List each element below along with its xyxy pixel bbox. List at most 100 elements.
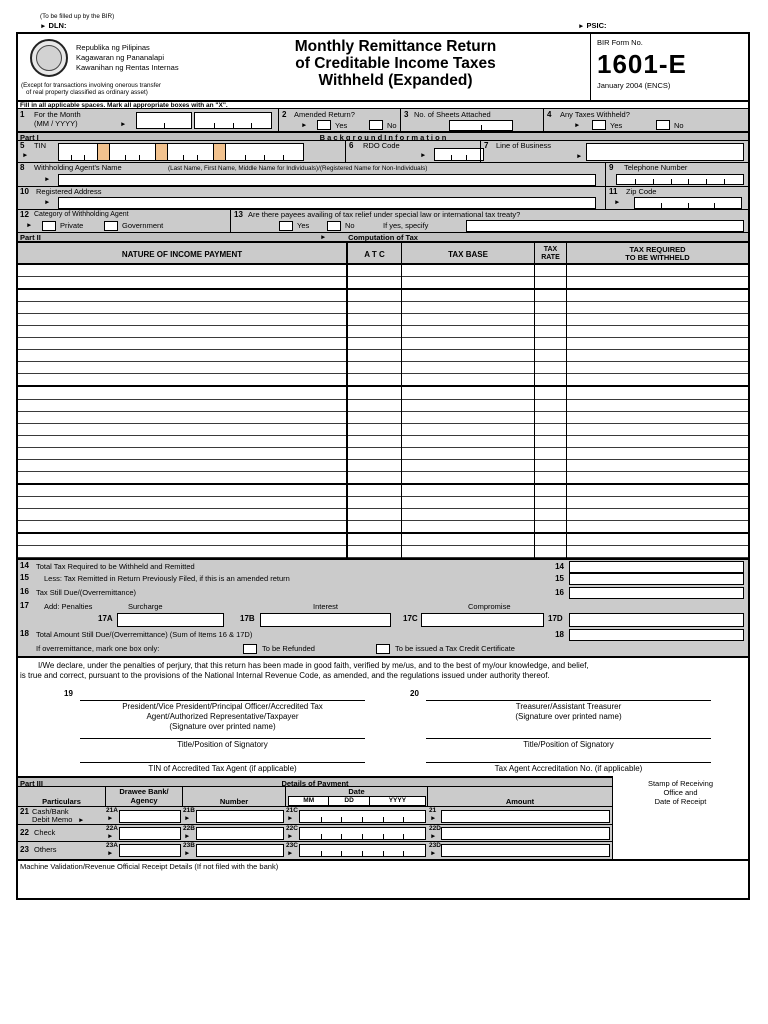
arrow-icon: ► [26, 222, 33, 229]
field-any-taxes-withheld: 4 Any Taxes Withheld? ► Yes No [543, 109, 748, 131]
cash-amount-input[interactable] [441, 810, 610, 823]
agency-line: Kagawaran ng Pananalapi [76, 53, 164, 62]
cash-drawee-input[interactable] [119, 810, 181, 823]
line-16: 16 Tax Still Due/(Overremittance) 16 [18, 587, 748, 601]
computation-table-row[interactable] [18, 326, 748, 339]
others-date-input[interactable] [299, 844, 426, 857]
computation-table-row[interactable] [18, 534, 748, 547]
interest-input[interactable] [260, 613, 391, 627]
computation-table-row[interactable] [18, 424, 748, 436]
column-divider [534, 265, 535, 558]
title-position-caption: Title/Position of Signatory [177, 740, 268, 749]
computation-table-row[interactable] [18, 546, 748, 559]
arrow-icon: ► [420, 152, 427, 159]
cash-number-input[interactable] [196, 810, 284, 823]
line16-amount-input[interactable] [569, 587, 744, 599]
agency-line: Kawanihan ng Rentas Internas [76, 63, 179, 72]
category-government-checkbox[interactable] [104, 221, 118, 231]
penalties-total-input[interactable] [569, 613, 744, 627]
tax-relief-specify-input[interactable] [466, 220, 744, 232]
computation-table-row[interactable] [18, 436, 748, 448]
month-input[interactable] [136, 112, 192, 129]
accreditation-line[interactable] [426, 762, 711, 763]
tax-relief-no-checkbox[interactable] [327, 221, 341, 231]
payment-row-cash: 21 Cash/Bank Debit Memo ► 21A ► 21B ► 21… [18, 806, 612, 824]
line14-amount-input[interactable] [569, 561, 744, 573]
tin-input[interactable] [58, 143, 304, 161]
field-amended-return: 2 Amended Return? ► Yes No [278, 109, 400, 131]
arrow-icon: ► [430, 815, 437, 822]
line15-amount-input[interactable] [569, 573, 744, 585]
sheets-attached-input[interactable] [449, 120, 513, 131]
compromise-input[interactable] [421, 613, 544, 627]
agent-name-input[interactable] [58, 174, 596, 186]
others-amount-input[interactable] [441, 844, 610, 857]
col-atc-header: A T C [346, 243, 401, 263]
tax-credit-checkbox[interactable] [376, 644, 390, 654]
computation-table-row[interactable] [18, 314, 748, 327]
cash-date-input[interactable] [299, 810, 426, 823]
row-items-5-7: 5 TIN ► 6 RDO Code ► [18, 140, 748, 162]
field-category: 12 Category of Withholding Agent ► Priva… [20, 210, 164, 231]
computation-table-row[interactable] [18, 412, 748, 424]
arrow-icon: ► [301, 122, 308, 129]
computation-table-row[interactable] [18, 400, 748, 412]
line18-amount-input[interactable] [569, 629, 744, 641]
computation-table-row[interactable] [18, 290, 748, 303]
category-private-checkbox[interactable] [42, 221, 56, 231]
bir-fillup-note: (To be filled up by the BIR) [40, 13, 115, 20]
year-input[interactable] [194, 112, 272, 129]
field-registered-address: 10 Registered Address ► [18, 187, 605, 209]
column-divider [566, 265, 567, 558]
computation-table-row[interactable] [18, 374, 748, 388]
taxes-withheld-no-checkbox[interactable] [656, 120, 670, 130]
arrow-icon: ► [430, 833, 437, 840]
zip-code-input[interactable] [634, 197, 742, 209]
computation-table-row[interactable] [18, 509, 748, 521]
computation-table-row[interactable] [18, 387, 748, 400]
others-number-input[interactable] [196, 844, 284, 857]
col-required-header: TAX REQUIRED TO BE WITHHELD [566, 243, 748, 263]
computation-table-row[interactable] [18, 302, 748, 315]
check-amount-input[interactable] [441, 827, 610, 840]
taxes-withheld-yes-checkbox[interactable] [592, 120, 606, 130]
tin-separator-cell [155, 144, 168, 160]
refund-checkbox[interactable] [243, 644, 257, 654]
computation-table-row[interactable] [18, 338, 748, 351]
computation-table-row[interactable] [18, 460, 748, 472]
telephone-input[interactable] [616, 174, 744, 185]
tin-agent-line[interactable] [80, 762, 365, 763]
amended-no-checkbox[interactable] [369, 120, 383, 130]
computation-table-row[interactable] [18, 362, 748, 375]
line-14: 14 Total Tax Required to be Withheld and… [18, 558, 748, 573]
computation-table-row[interactable] [18, 485, 748, 497]
surcharge-input[interactable] [117, 613, 224, 627]
arrow-icon: ► [78, 817, 85, 824]
computation-table-row[interactable] [18, 521, 748, 535]
computation-table-row[interactable] [18, 448, 748, 460]
signature-line-20[interactable] [426, 700, 711, 701]
computation-table-row[interactable] [18, 350, 748, 363]
others-drawee-input[interactable] [119, 844, 181, 857]
arrow-icon: ► [287, 815, 294, 822]
rdo-code-input[interactable] [434, 148, 484, 161]
check-number-input[interactable] [196, 827, 284, 840]
check-date-input[interactable] [299, 827, 426, 840]
arrow-icon: ► [287, 850, 294, 857]
tax-relief-yes-checkbox[interactable] [279, 221, 293, 231]
arrow-icon: ► [576, 153, 583, 160]
title-position-line-left[interactable] [80, 738, 365, 739]
check-drawee-input[interactable] [119, 827, 181, 840]
row-items-12-13: 12 Category of Withholding Agent ► Priva… [18, 209, 748, 232]
amended-yes-checkbox[interactable] [317, 120, 331, 130]
computation-table-row[interactable] [18, 472, 748, 485]
computation-table-row[interactable] [18, 277, 748, 291]
computation-table-row[interactable] [18, 265, 748, 278]
signature-line-19[interactable] [80, 700, 365, 701]
title-position-line-right[interactable] [426, 738, 711, 739]
computation-table-row[interactable] [18, 497, 748, 509]
field-telephone: 9 Telephone Number [605, 163, 748, 186]
line-of-business-input[interactable] [586, 143, 744, 161]
arrow-icon: ► [44, 176, 51, 183]
registered-address-input[interactable] [58, 197, 596, 209]
